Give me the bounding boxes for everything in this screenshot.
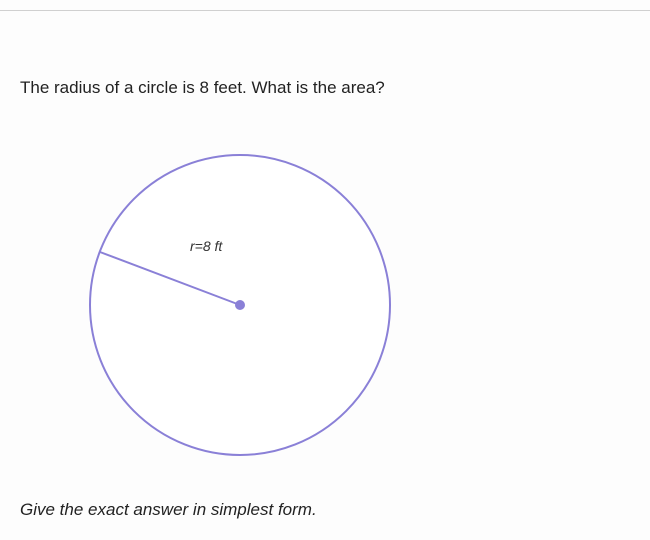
top-divider <box>0 10 650 11</box>
center-dot <box>235 300 245 310</box>
circle-svg <box>40 130 440 470</box>
radius-label: r=8 ft <box>190 238 222 254</box>
circle-diagram: r=8 ft <box>40 130 440 470</box>
instruction-text: Give the exact answer in simplest form. <box>20 500 317 520</box>
question-text: The radius of a circle is 8 feet. What i… <box>20 78 385 98</box>
